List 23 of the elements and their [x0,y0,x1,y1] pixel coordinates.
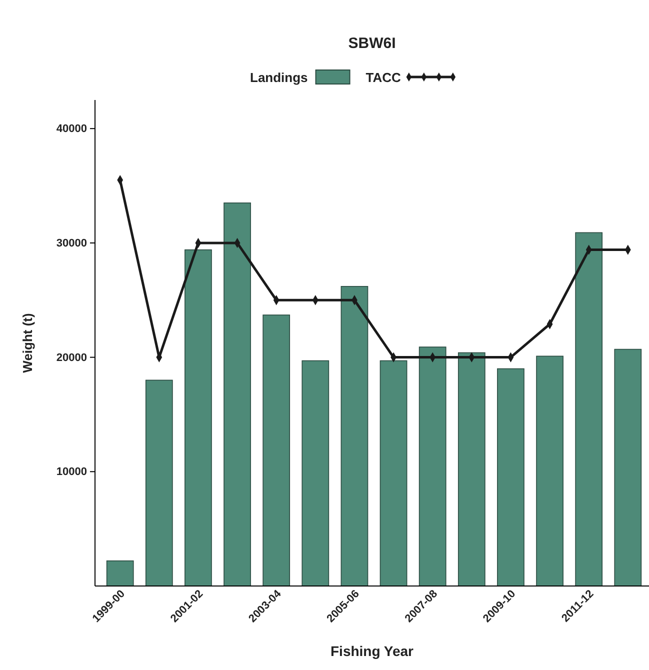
bar [224,202,251,586]
legend-label: Landings [250,70,308,85]
bar [380,360,408,586]
bar [106,560,134,586]
bar [458,352,486,586]
bar [262,314,290,586]
bar [497,368,524,586]
legend-label: TACC [366,70,402,85]
chart-title: SBW6I [348,35,396,52]
bar [340,286,368,586]
y-axis-title: Weight (t) [20,313,35,373]
x-axis-title: Fishing Year [330,643,414,659]
y-tick-label: 30000 [56,237,87,250]
bar [418,346,446,586]
bar [302,360,330,586]
bar [536,356,564,586]
bar [575,232,603,586]
bar [145,380,173,586]
y-tick-label: 40000 [56,123,87,136]
bar [614,348,642,586]
bar [184,249,212,586]
y-tick-label: 20000 [56,352,87,364]
y-tick-label: 10000 [56,466,87,478]
